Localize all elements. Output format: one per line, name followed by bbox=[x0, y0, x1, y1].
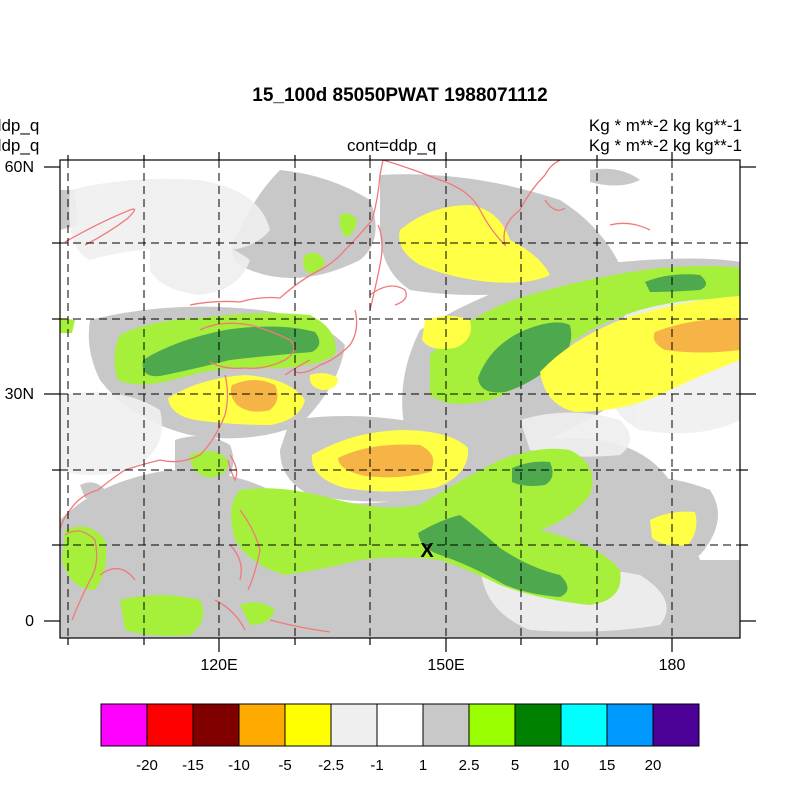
orange-regions bbox=[230, 318, 740, 478]
lon-label-120e: 120E bbox=[200, 657, 238, 674]
center-label: cont=ddp_q bbox=[347, 136, 437, 155]
colorbar-box bbox=[330, 703, 378, 747]
colorbar-label: -2.5 bbox=[318, 757, 344, 774]
lon-label-150e: 150E bbox=[427, 657, 465, 674]
axis-ticks bbox=[44, 152, 756, 652]
colorbar-box bbox=[146, 703, 194, 747]
lat-label-30n: 30N bbox=[4, 386, 34, 403]
colorbar-label: 20 bbox=[644, 757, 662, 774]
lat-label-60n: 60N bbox=[4, 159, 34, 176]
left-label-1: ddp_q bbox=[0, 116, 40, 135]
lon-label-180: 180 bbox=[658, 657, 686, 674]
colorbar-box bbox=[514, 703, 562, 747]
colorbar-label: 5 bbox=[510, 757, 520, 774]
gridlines bbox=[60, 160, 740, 638]
colorbar-box bbox=[422, 703, 470, 747]
colorbar-box bbox=[652, 703, 700, 747]
map-title: 15_100d 85050PWAT 1988071112 bbox=[252, 85, 548, 106]
lat-label-0: 0 bbox=[25, 613, 34, 630]
colorbar-label: 15 bbox=[598, 757, 616, 774]
units-label-2: Kg * m**-2 kg kg**-1 bbox=[588, 136, 742, 155]
colorbar-label: -15 bbox=[182, 757, 204, 774]
colorbar-label: 1 bbox=[418, 757, 428, 774]
left-label-2: ddp_q bbox=[0, 136, 40, 155]
coastlines bbox=[60, 160, 651, 633]
colorbar-box bbox=[560, 703, 608, 747]
colorbar-label: -1 bbox=[370, 757, 384, 774]
location-marker: X bbox=[420, 540, 434, 562]
colorbar-box bbox=[376, 703, 424, 747]
colorbar-box bbox=[606, 703, 654, 747]
colorbar-label: 10 bbox=[552, 757, 570, 774]
colorbar-box bbox=[284, 703, 332, 747]
colorbar-box bbox=[468, 703, 516, 747]
colorbar bbox=[100, 703, 700, 747]
colorbar-box bbox=[238, 703, 286, 747]
plot-frame bbox=[59, 159, 741, 639]
colorbar-label: -10 bbox=[228, 757, 250, 774]
units-label-1: Kg * m**-2 kg kg**-1 bbox=[588, 116, 742, 135]
dark-green-regions bbox=[142, 274, 706, 597]
colorbar-box bbox=[192, 703, 240, 747]
colorbar-label: -5 bbox=[278, 757, 292, 774]
field-shading bbox=[60, 168, 740, 638]
colorbar-box bbox=[100, 703, 148, 747]
colorbar-label: -20 bbox=[136, 757, 158, 774]
colorbar-label: 2.5 bbox=[458, 757, 480, 774]
